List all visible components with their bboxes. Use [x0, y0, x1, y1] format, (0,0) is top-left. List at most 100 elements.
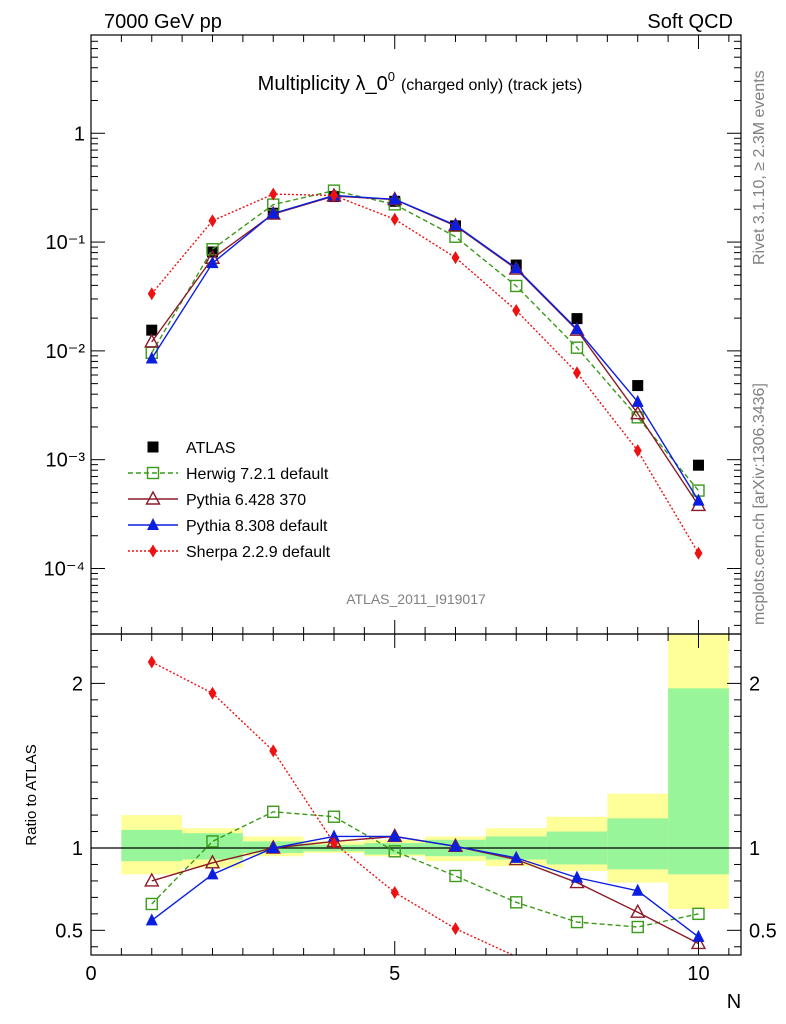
ratio-point-pythia8-7: [510, 850, 523, 863]
main-point-pythia8-2: [206, 256, 219, 269]
title-sup: 0: [388, 69, 395, 84]
header-right: Soft QCD: [647, 11, 733, 33]
ratio-point-pythia8-3: [267, 841, 280, 853]
ratio-point-sherpa-2: [208, 686, 217, 700]
ratio-point-pythia8-10: [692, 929, 705, 942]
ratio-point-pythia8-6: [449, 839, 462, 852]
legend-marker-sherpa: [149, 544, 157, 558]
ratio-ytick-label-right: 2: [749, 673, 760, 695]
band-inner-5: [364, 843, 426, 855]
main-point-sherpa-5: [390, 212, 399, 226]
main-point-pythia8-3: [267, 206, 280, 219]
ratio-point-pythia8-8: [570, 870, 583, 883]
x-tick-label: 10: [687, 963, 709, 985]
x-tick-label: 0: [85, 963, 96, 985]
ratio-ylabel: Ratio to ATLAS: [23, 744, 40, 845]
header-left: 7000 GeV pp: [104, 11, 222, 33]
main-ytick-label: 10⁻⁴: [44, 558, 85, 580]
legend-marker-pythia6: [145, 490, 161, 505]
main-point-atlas-10: [692, 459, 704, 471]
main-ytick-label: 10⁻³: [46, 450, 86, 472]
mcplots-label: mcplots.cern.ch [arXiv:1306.3436]: [751, 383, 768, 625]
legend-label-herwig: Herwig 7.2.1 default: [186, 466, 329, 483]
ratio-point-herwig-1: [145, 897, 158, 911]
ratio-point-herwig-2: [206, 835, 219, 848]
main-point-sherpa-3: [269, 187, 278, 201]
band-inner-9: [607, 818, 669, 870]
ratio-point-herwig-3: [267, 805, 280, 818]
main-point-pythia8-7: [510, 261, 523, 274]
main-point-sherpa-9: [633, 444, 642, 458]
main-point-pythia8-9: [631, 394, 644, 407]
main-line-herwig: [151, 189, 700, 492]
main-axes: 10⁻⁴ 10⁻³ 10⁻² 10⁻¹ 1: [44, 34, 741, 634]
main-point-herwig-7: [510, 279, 523, 293]
main-point-atlas-9: [632, 380, 644, 392]
ratio-series-clip: [144, 655, 707, 955]
main-point-sherpa-4: [329, 188, 338, 202]
plot-title: Multiplicity λ_00 (charged only) (track j…: [258, 69, 583, 95]
main-series: [144, 184, 707, 560]
main-line-pythia6: [151, 195, 700, 506]
ratio-point-sherpa-3: [269, 744, 278, 758]
ratio-point-herwig-9: [631, 920, 644, 934]
ratio-ytick-label-right: 1: [749, 838, 760, 860]
legend-marker-pythia8: [147, 518, 159, 530]
main-point-herwig-8: [570, 341, 584, 354]
main-point-sherpa-2: [208, 214, 217, 228]
ratio-point-pythia6-9: [630, 903, 646, 918]
analysis-id: ATLAS_2011_I919017: [346, 591, 486, 607]
main-line-sherpa: [151, 193, 700, 554]
ratio-axes: 0.5 0.5 1 1 2 2 0 5 10: [55, 633, 777, 985]
ratio-point-herwig-4: [327, 810, 341, 823]
main-point-atlas-8: [571, 313, 583, 325]
ratio-line-herwig: [151, 811, 699, 928]
main-point-sherpa-6: [451, 251, 460, 265]
ratio-point-sherpa-5: [390, 885, 399, 899]
x-tick-label: 5: [389, 963, 400, 985]
legend-marker-herwig: [146, 466, 160, 480]
ratio-point-sherpa-1: [147, 655, 156, 669]
title-suffix: (charged only) (track jets): [401, 77, 582, 94]
main-point-pythia8-6: [449, 218, 462, 231]
main-point-sherpa-8: [572, 366, 581, 380]
legend: ATLAS Herwig 7.2.1 default Pythia 6.428 37…: [128, 440, 331, 561]
x-axis-label: N: [727, 991, 741, 1013]
main-point-sherpa-10: [694, 546, 703, 560]
ratio-point-pythia8-1: [145, 913, 158, 926]
main-point-sherpa-1: [147, 287, 156, 301]
title-main: Multiplicity λ_0: [258, 73, 388, 95]
ratio-line-sherpa: [151, 661, 515, 955]
main-point-pythia8-8: [570, 322, 583, 335]
ratio-ytick-label-left: 1: [72, 838, 83, 860]
main-point-pythia6-1: [144, 333, 160, 348]
legend-marker-atlas: [147, 441, 159, 453]
ratio-point-sherpa-6: [451, 922, 460, 936]
ratio-series: [144, 655, 707, 955]
ratio-point-pythia6-1: [144, 872, 160, 887]
legend-label-atlas: ATLAS: [186, 440, 236, 457]
legend-label-sherpa: Sherpa 2.2.9 default: [186, 544, 331, 561]
main-point-atlas-1: [146, 324, 158, 336]
ratio-ytick-label-left: 0.5: [55, 920, 83, 942]
legend-label-pythia8: Pythia 8.308 default: [186, 518, 328, 535]
ratio-point-herwig-5: [388, 845, 401, 858]
ratio-point-sherpa-4: [329, 836, 338, 850]
main-ytick-label: 1: [74, 123, 85, 145]
rivet-label: Rivet 3.1.10, ≥ 2.3M events: [751, 70, 768, 265]
main-point-sherpa-7: [512, 304, 521, 318]
ratio-point-pythia8-2: [206, 867, 219, 880]
ratio-point-herwig-10: [692, 907, 705, 921]
ratio-point-herwig-7: [510, 896, 523, 909]
ratio-ytick-label-right: 0.5: [749, 920, 777, 942]
legend-label-pythia6: Pythia 6.428 370: [186, 492, 306, 509]
main-point-pythia8-1: [145, 351, 158, 364]
ratio-point-pythia8-5: [388, 829, 401, 842]
main-line-pythia8: [151, 194, 700, 502]
main-point-herwig-2: [206, 242, 219, 256]
main-point-pythia6-9: [630, 405, 646, 420]
ratio-point-pythia8-9: [631, 883, 644, 896]
ratio-point-herwig-6: [449, 869, 462, 883]
ratio-line-pythia8: [151, 835, 699, 938]
